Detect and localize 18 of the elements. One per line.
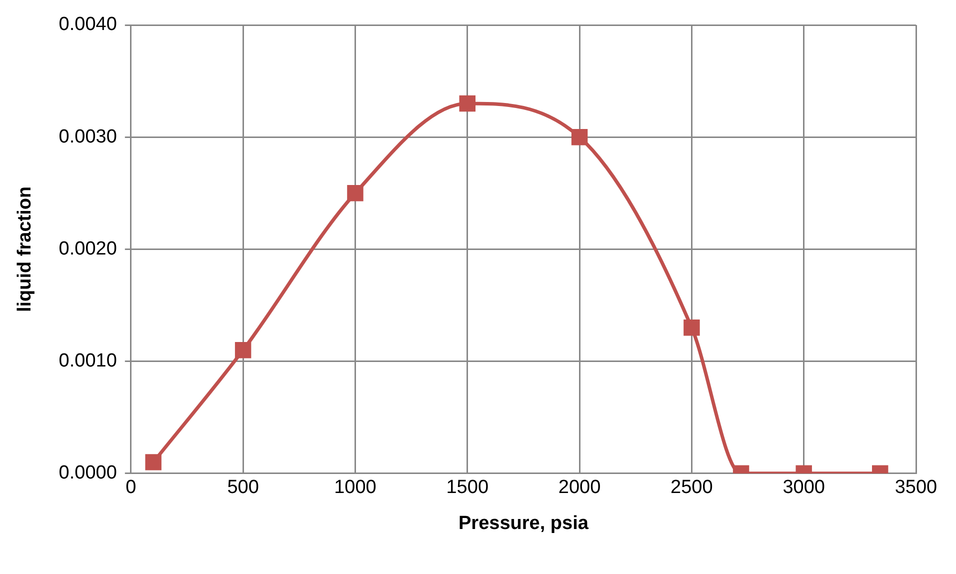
- x-tick-label: 1500: [446, 477, 489, 498]
- x-tick-label: 3500: [894, 477, 938, 498]
- y-tick-label: 0.0030: [58, 126, 117, 148]
- y-tick-label: 0.0040: [58, 14, 117, 36]
- y-axis-title: liquid fraction: [14, 186, 36, 312]
- point: [347, 185, 364, 202]
- x-tick-label: 500: [227, 477, 259, 498]
- point: [459, 95, 476, 112]
- point: [571, 128, 588, 146]
- x-tick-label: 2500: [670, 477, 713, 498]
- x-tick-label: 3000: [782, 477, 825, 498]
- x-tick-label: 2000: [558, 477, 601, 498]
- y-tick-label: 0.0020: [58, 238, 117, 260]
- x-axis-title: Pressure, psia: [458, 512, 589, 534]
- x-tick-label: 1000: [334, 477, 376, 498]
- y-tick-label: 0.0010: [58, 350, 117, 372]
- y-tick-label: 0.0000: [58, 462, 117, 484]
- x-tick-label: 0: [126, 477, 136, 498]
